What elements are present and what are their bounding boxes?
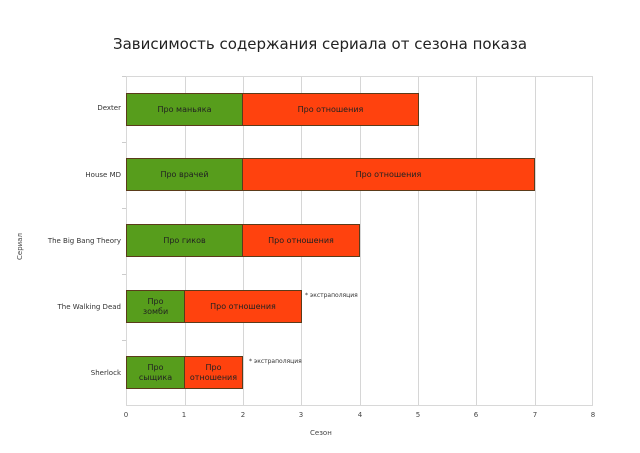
x-axis-label: Сезон	[310, 429, 332, 437]
chart-title: Зависимость содержания сериала от сезона…	[112, 35, 528, 53]
gridline	[360, 77, 361, 405]
y-tick	[122, 142, 126, 143]
bar-label: Про отношения	[210, 301, 276, 311]
bar-label: Про маньяка	[157, 104, 212, 114]
gridline	[418, 77, 419, 405]
bar-segment: Про врачей	[126, 158, 243, 191]
bar-segment: Про маньяка	[126, 93, 243, 126]
bar-label: Про отношения	[268, 235, 334, 245]
bar-segment: Про отношения	[242, 224, 360, 257]
annotation: * экстраполяция	[249, 358, 302, 365]
category-label: The Walking Dead	[57, 303, 122, 311]
y-tick	[122, 76, 126, 77]
x-tick-label: 8	[590, 411, 596, 419]
y-axis-label: Сериал	[16, 233, 24, 260]
x-tick-label: 6	[473, 411, 479, 419]
category-label: The Big Bang Theory	[47, 237, 121, 245]
gridline	[535, 77, 536, 405]
x-tick-label: 1	[181, 411, 187, 419]
y-tick	[122, 208, 126, 209]
bar-segment: Про отношения	[242, 158, 535, 191]
bar-label: Про отношения	[355, 169, 422, 179]
category-label: House MD	[85, 171, 121, 179]
x-tick-label: 5	[415, 411, 421, 419]
y-tick	[122, 340, 126, 341]
bar-segment: Про отношения	[184, 290, 302, 323]
bar-label: Про гиков	[163, 235, 206, 245]
bar-label: Про отношения	[189, 362, 238, 382]
bar-label: Про врачей	[160, 169, 209, 179]
bar-segment: Про сыщика	[126, 356, 185, 389]
category-label: Dexter	[97, 104, 121, 112]
bar-segment: Про гиков	[126, 224, 243, 257]
y-tick	[122, 274, 126, 275]
annotation: * экстраполяция	[305, 292, 358, 299]
gridline	[476, 77, 477, 405]
x-tick-label: 2	[240, 411, 246, 419]
bar-label: Про зомби	[142, 296, 169, 316]
x-tick-label: 7	[532, 411, 538, 419]
x-tick-label: 0	[123, 411, 129, 419]
bar-segment: Про зомби	[126, 290, 185, 323]
x-tick-label: 4	[357, 411, 363, 419]
x-tick-label: 3	[298, 411, 304, 419]
bar-segment: Про отношения	[242, 93, 419, 126]
bar-segment: Про отношения	[184, 356, 243, 389]
bar-label: Про сыщика	[138, 362, 173, 382]
bar-label: Про отношения	[297, 104, 364, 114]
category-label: Sherlock	[90, 369, 121, 377]
